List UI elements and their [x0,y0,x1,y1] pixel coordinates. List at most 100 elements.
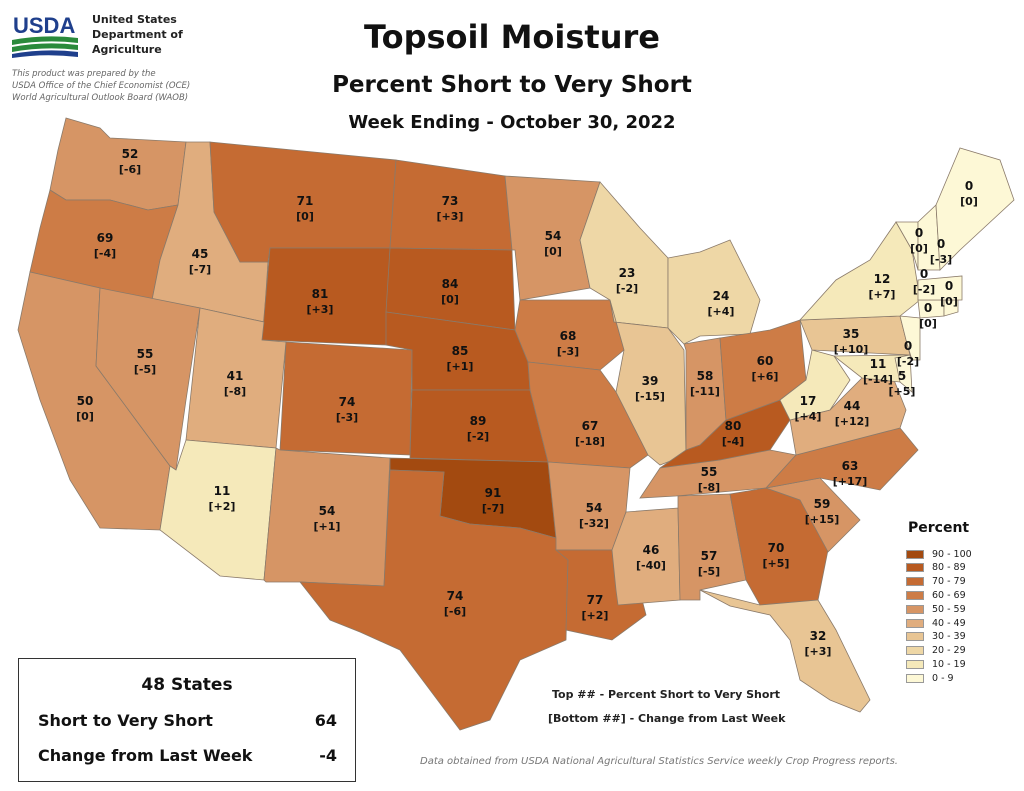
key-note-top: Top ## - Percent Short to Very Short [552,688,781,701]
legend-label: 30 - 39 [932,631,966,643]
legend-item: 0 - 9 [906,672,954,684]
state-value-in: 58 [697,369,714,383]
state-change-ar: [-32] [579,517,609,530]
state-change-or: [-4] [94,247,116,260]
state-value-mi: 24 [713,289,730,303]
state-shape-nm [263,447,391,587]
legend-item: 80 - 89 [906,562,966,574]
state-value-ms: 46 [643,543,660,557]
state-change-ia: [-3] [557,345,579,358]
state-change-va: [+12] [835,415,870,428]
state-change-az: [+2] [209,500,236,513]
state-value-il: 39 [642,374,659,388]
state-value-ny: 12 [874,272,891,286]
state-shape-nj [899,315,921,361]
state-value-ri: 0 [945,279,953,293]
state-shape-fl [699,589,871,713]
state-change-la: [+2] [582,609,609,622]
summary-row-short: Short to Very Short 64 [38,711,337,730]
state-value-wi: 23 [619,266,636,280]
state-change-wi: [-2] [616,282,638,295]
state-change-ct: [0] [919,317,937,330]
state-shape-wv [779,349,851,421]
key-note-bottom: [Bottom ##] - Change from Last Week [548,712,786,725]
state-shapes [17,117,1015,731]
state-value-de: 5 [898,369,906,383]
legend-swatch [906,618,924,628]
state-value-or: 69 [97,231,114,245]
legend-swatch [906,646,924,656]
legend-swatch [906,563,924,573]
state-change-nm: [+1] [314,520,341,533]
state-change-tn: [-8] [698,481,720,494]
state-change-tx: [-6] [444,605,466,618]
state-change-mt: [0] [296,210,314,223]
state-change-in: [-11] [690,385,720,398]
legend-item: 20 - 29 [906,645,966,657]
state-value-sc: 59 [814,497,831,511]
state-change-al: [-5] [698,565,720,578]
state-value-mo: 67 [582,419,599,433]
state-shape-va [789,369,907,456]
state-value-ne: 85 [452,344,469,358]
state-change-ks: [-2] [467,430,489,443]
state-change-ma: [-2] [913,283,935,296]
summary-heading: 48 States [141,675,233,695]
legend-item: 70 - 79 [906,576,966,588]
state-value-ks: 89 [470,414,487,428]
legend-swatch [906,590,924,600]
map-title: Topsoil Moisture [364,18,660,56]
state-shape-ny [799,221,921,321]
state-change-fl: [+3] [805,645,832,658]
state-value-co: 74 [339,395,356,409]
legend-swatch [906,673,924,683]
legend-label: 90 - 100 [932,548,972,560]
state-change-nv: [-5] [134,363,156,376]
state-value-wa: 52 [122,147,139,161]
state-value-ar: 54 [586,501,603,515]
state-change-mi: [+4] [708,305,735,318]
usda-logo: USDA [12,12,78,58]
state-value-wv: 17 [800,394,817,408]
state-change-vt: [0] [910,242,928,255]
state-change-ky: [-4] [722,435,744,448]
state-value-tx: 74 [447,589,464,603]
state-shape-de [894,354,913,393]
state-change-il: [-15] [635,390,665,403]
legend-item: 10 - 19 [906,658,966,670]
state-change-nd: [+3] [437,210,464,223]
state-value-la: 77 [587,593,604,607]
state-value-nd: 73 [442,194,459,208]
state-shape-il [609,299,687,466]
legend-swatch [906,604,924,614]
state-change-ga: [+5] [763,557,790,570]
legend-item: 40 - 49 [906,617,966,629]
legend-label: 10 - 19 [932,658,966,670]
summary-value: 64 [314,711,337,730]
agency-name: United States Department of Agriculture [92,13,183,56]
legend-item: 30 - 39 [906,631,966,643]
state-change-me: [0] [960,195,978,208]
state-value-ky: 80 [725,419,742,433]
summary-label: Change from Last Week [38,746,253,765]
state-change-ca: [0] [76,410,94,423]
state-change-ms: [-40] [636,559,666,572]
state-value-ca: 50 [77,394,94,408]
state-change-wa: [-6] [119,163,141,176]
state-value-oh: 60 [757,354,774,368]
usda-logo-text: USDA [13,13,75,38]
state-shape-me [935,147,1015,271]
state-change-de: [+5] [889,385,916,398]
state-value-va: 44 [844,399,861,413]
summary-row-change: Change from Last Week -4 [38,746,337,765]
state-value-al: 57 [701,549,718,563]
legend-label: 0 - 9 [932,672,954,684]
prepared-by-note: This product was prepared by the USDA Of… [12,69,191,103]
state-value-ok: 91 [485,486,502,500]
state-change-ny: [+7] [869,288,896,301]
state-value-fl: 32 [810,629,827,643]
state-change-id: [-7] [189,263,211,276]
state-change-oh: [+6] [752,370,779,383]
state-change-md: [-14] [863,373,893,386]
